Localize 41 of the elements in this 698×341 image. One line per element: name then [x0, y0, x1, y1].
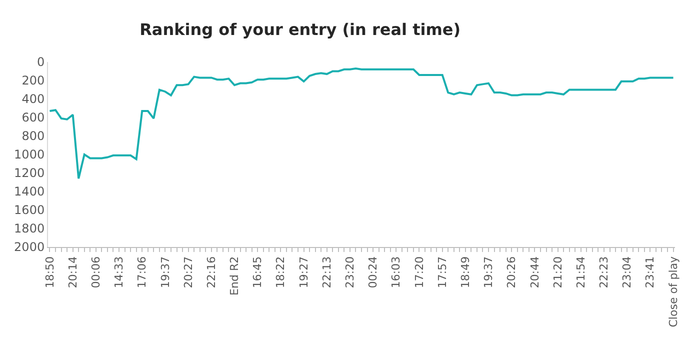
y-tick-label: 0: [36, 55, 45, 70]
y-tick-label: 800: [22, 129, 45, 144]
y-tick-label: 200: [22, 74, 45, 88]
x-tick-label: 22:23: [598, 256, 611, 288]
x-tick-label: 17:57: [436, 256, 449, 288]
x-tick-label: 18:22: [274, 256, 288, 288]
x-tick-label: 19:37: [482, 256, 496, 288]
chart-title: Ranking of your entry (in real time): [140, 20, 461, 40]
x-tick-label: 23:04: [620, 256, 634, 288]
x-tick-label: 14:33: [112, 256, 126, 288]
y-tick-label: 1200: [14, 166, 45, 180]
x-tick-label: 00:06: [89, 256, 102, 288]
y-tick-label: 1600: [14, 203, 45, 218]
x-tick-label: 21:54: [574, 256, 588, 288]
x-tick-label: 19:27: [297, 256, 310, 288]
x-tick-label: 20:27: [182, 256, 195, 288]
y-tick-label: 600: [22, 110, 45, 125]
x-tick-label: 22:13: [320, 256, 334, 288]
x-tick-label: Close of play: [666, 256, 680, 328]
x-tick-label: 23:41: [644, 256, 657, 288]
x-tick-label: End R2: [228, 256, 242, 296]
x-tick-label: 17:06: [136, 256, 149, 288]
x-tick-label: 18:49: [458, 256, 472, 288]
x-tick-label: 23:20: [344, 256, 357, 288]
x-tick-label: 16:45: [251, 256, 264, 288]
x-tick-label: 16:03: [390, 256, 403, 288]
y-tick-label: 1400: [14, 184, 45, 199]
line-series: [48, 67, 674, 180]
x-tick-label: 18:50: [43, 256, 56, 288]
x-tick-label: 20:14: [66, 256, 80, 288]
x-tick-label: 17:20: [412, 256, 426, 288]
x-tick-label: 22:16: [204, 256, 218, 288]
y-tick-label: 1000: [14, 148, 45, 162]
y-tick-label: 2000: [14, 240, 45, 254]
x-tick-label: 19:37: [158, 256, 172, 288]
x-tick-label: 20:26: [505, 256, 518, 288]
x-tick-label: 00:24: [366, 256, 380, 288]
y-tick-label: 400: [22, 92, 45, 106]
x-tick-label: 21:20: [551, 256, 564, 288]
y-tick-label: 1800: [14, 222, 45, 236]
x-tick-label: 20:44: [528, 256, 542, 288]
